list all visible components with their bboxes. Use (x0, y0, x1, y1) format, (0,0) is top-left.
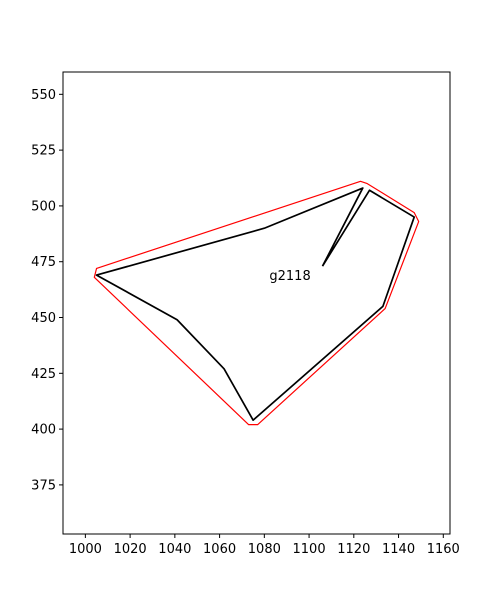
y-tick-label: 450 (31, 311, 56, 326)
x-tick-label: 1160 (427, 542, 460, 557)
y-tick-label: 375 (31, 478, 56, 493)
x-tick-label: 1140 (382, 542, 415, 557)
y-tick-label: 425 (31, 367, 56, 382)
y-tick-label: 550 (31, 88, 56, 103)
x-tick-label: 1120 (337, 542, 370, 557)
y-tick-label: 400 (31, 423, 56, 438)
x-tick-label: 1000 (69, 542, 102, 557)
x-tick-label: 1020 (114, 542, 147, 557)
x-tick-label: 1060 (203, 542, 236, 557)
annotations: g2118 (269, 269, 310, 284)
y-tick-label: 475 (31, 255, 56, 270)
x-tick-label: 1040 (158, 542, 191, 557)
y-tick-label: 525 (31, 144, 56, 159)
annotation-label: g2118 (269, 269, 310, 284)
x-tick-label: 1100 (293, 542, 326, 557)
x-tick-label: 1080 (248, 542, 281, 557)
y-tick-label: 500 (31, 199, 56, 214)
